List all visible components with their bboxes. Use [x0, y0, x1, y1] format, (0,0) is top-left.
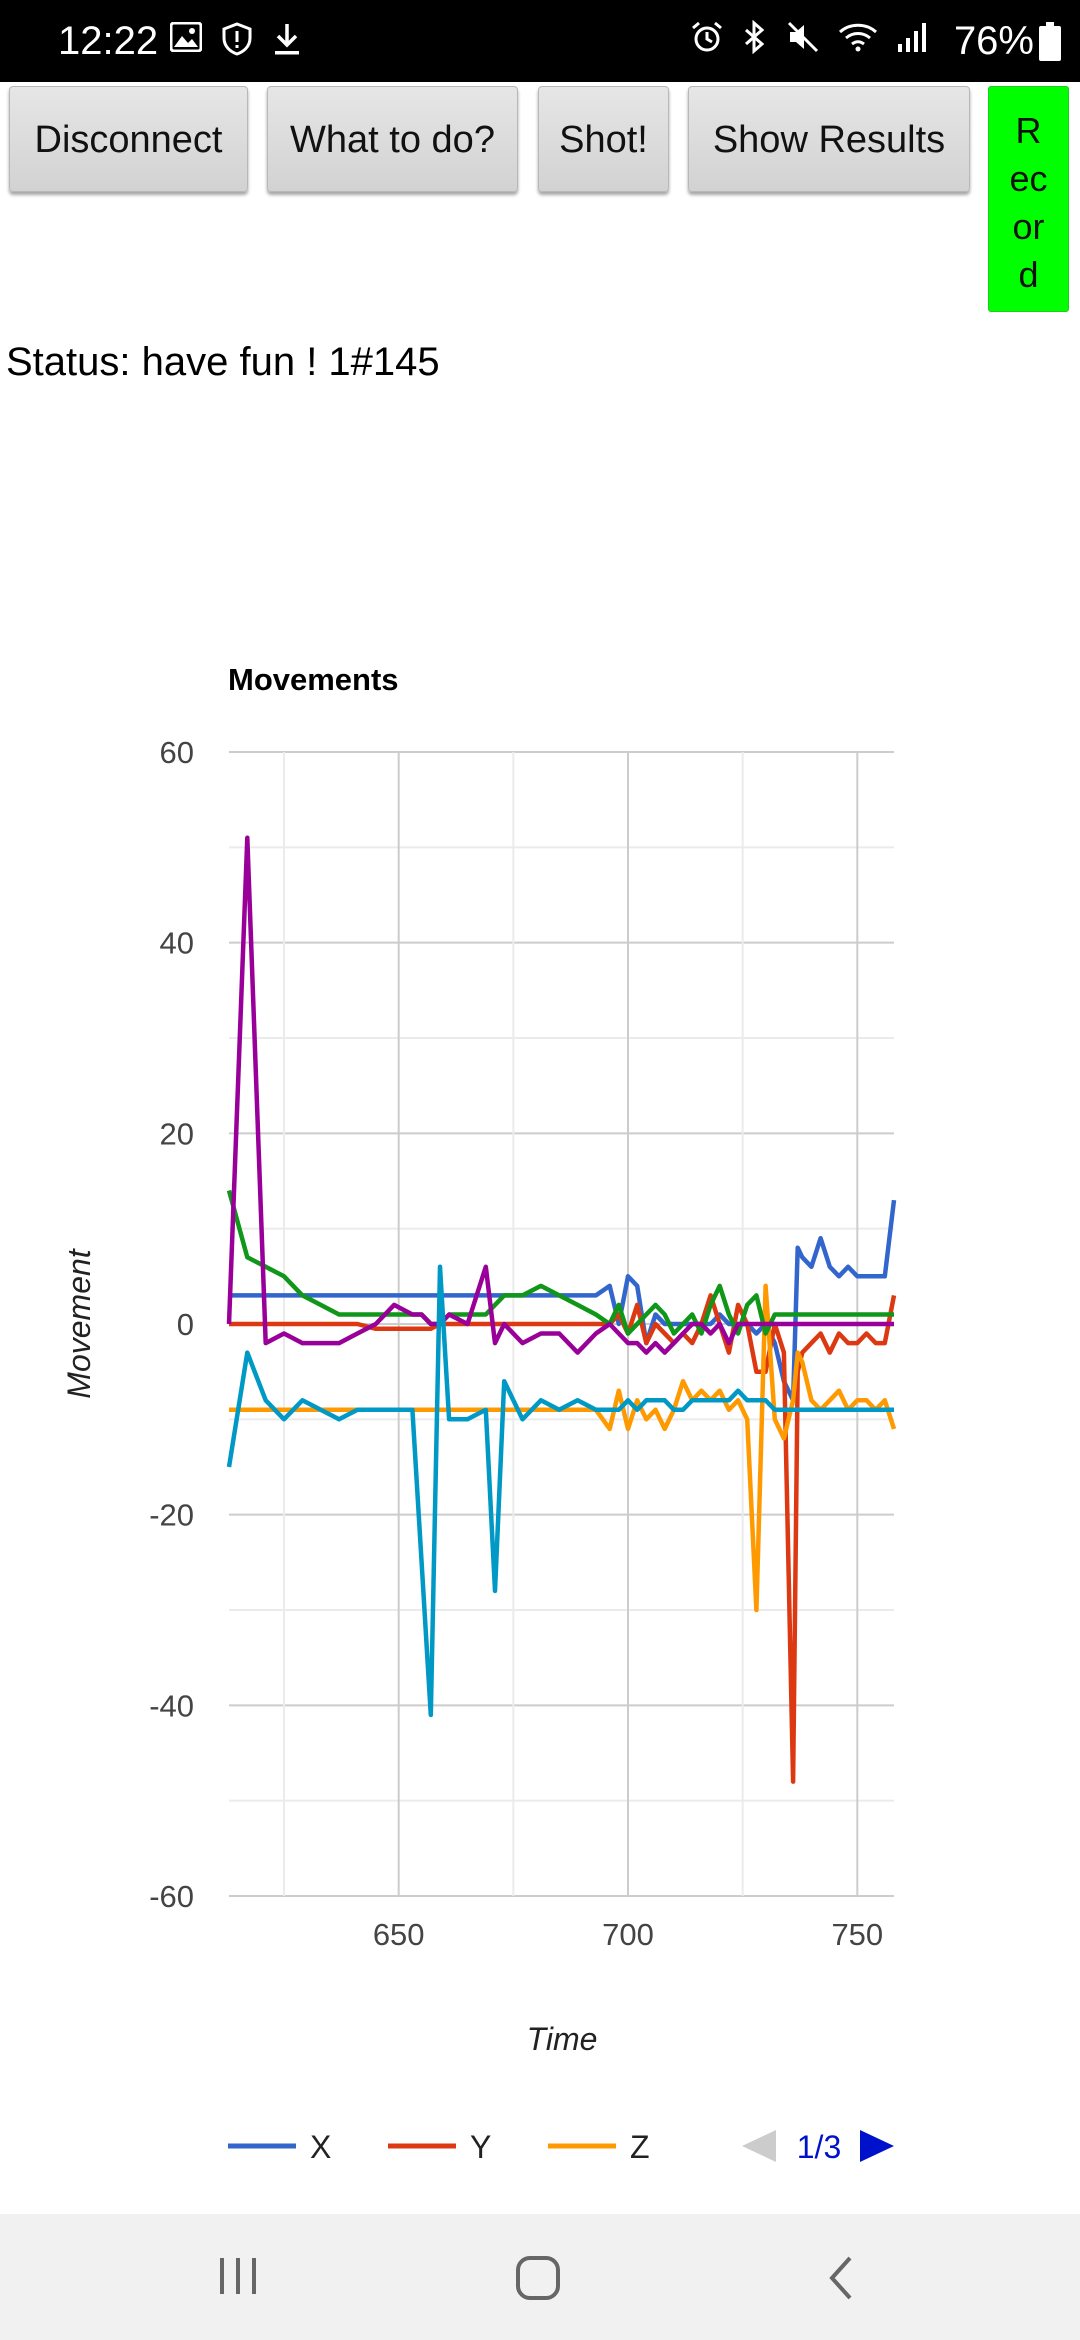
signal-icon: [896, 20, 930, 54]
x-tick-label: 700: [602, 1917, 654, 1952]
show-results-button[interactable]: Show Results: [688, 86, 970, 192]
disconnect-button[interactable]: Disconnect: [9, 86, 248, 192]
wifi-icon: [838, 20, 878, 54]
y-tick-label: -20: [149, 1498, 194, 1533]
legend-pager: 1/3: [742, 2129, 894, 2165]
back-icon[interactable]: [824, 2254, 858, 2307]
home-icon[interactable]: [514, 2254, 562, 2307]
download-icon: [272, 22, 302, 56]
x-axis-ticks: 650 700 750: [373, 1917, 883, 1952]
series-line-y: [229, 1293, 897, 1784]
y-axis-ticks: 60 40 20 0 -20 -40 -60: [149, 735, 194, 1914]
y-tick-label: 20: [160, 1116, 194, 1151]
movements-chart: Movements 60 40 20 0 -20 -40 -60 650 700 750 Mov…: [61, 662, 897, 2165]
navigation-bar: [0, 2214, 1080, 2340]
chart-series: [226, 835, 897, 1784]
status-bar: 12:22 76%: [0, 0, 1080, 82]
mute-icon: [786, 20, 820, 54]
record-button[interactable]: R ec or d: [988, 86, 1069, 312]
y-tick-label: 0: [177, 1307, 194, 1342]
x-tick-label: 750: [831, 1917, 883, 1952]
y-tick-label: -60: [149, 1879, 194, 1914]
what-to-do-button[interactable]: What to do?: [267, 86, 518, 192]
y-tick-label: 40: [160, 926, 194, 961]
legend-next-icon[interactable]: [860, 2130, 894, 2162]
legend-label: Z: [630, 2129, 650, 2165]
y-axis-label: Movement: [61, 1248, 97, 1399]
series-line-4: [226, 1189, 894, 1336]
recents-icon[interactable]: [216, 2254, 260, 2303]
y-tick-label: -40: [149, 1688, 194, 1723]
series-line-5: [226, 835, 894, 1355]
x-axis-label: Time: [527, 2021, 598, 2057]
chart-title: Movements: [228, 662, 399, 697]
image-icon: [170, 22, 202, 56]
legend-prev-icon[interactable]: [742, 2130, 776, 2162]
shot-button[interactable]: Shot!: [538, 86, 669, 192]
status-text: Status: have fun ! 1#145: [6, 340, 440, 384]
battery-percent: 76%: [953, 19, 1034, 63]
legend-label: X: [310, 2129, 331, 2165]
battery-icon: [1038, 22, 1062, 62]
clock: 12:22: [58, 19, 159, 63]
y-tick-label: 60: [160, 735, 194, 770]
alarm-icon: [690, 20, 724, 54]
x-tick-label: 650: [373, 1917, 425, 1952]
legend-label: Y: [470, 2129, 491, 2165]
legend-page-indicator: 1/3: [797, 2129, 841, 2165]
bluetooth-icon: [742, 20, 768, 54]
series-line-6: [226, 1264, 894, 1718]
shield-icon: [222, 22, 252, 56]
chart-legend: X Y Z: [228, 2129, 650, 2165]
